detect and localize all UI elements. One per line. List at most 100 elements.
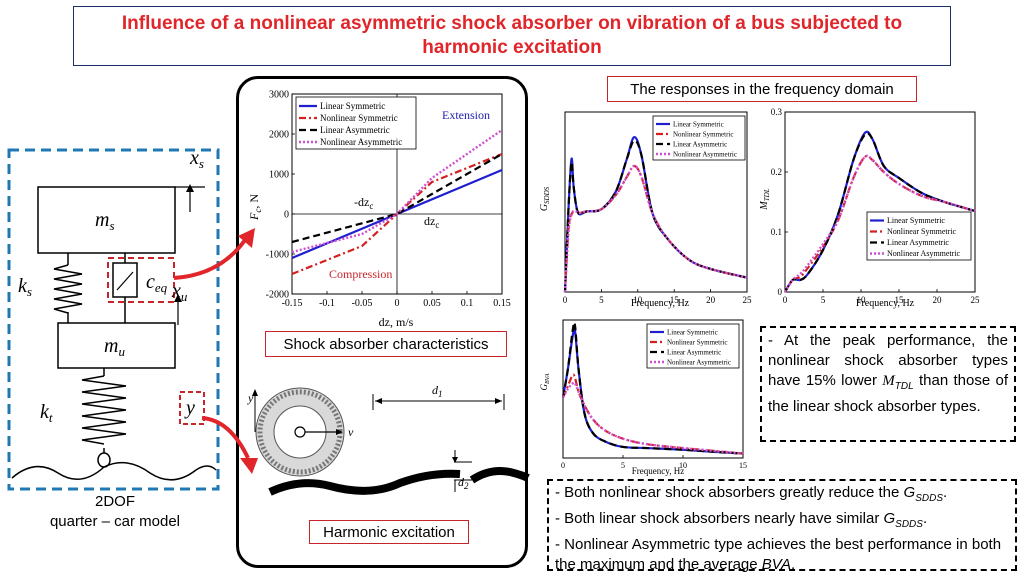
shock-x-tick-label: -0.1: [319, 298, 335, 309]
sprung-mass-box: [37, 186, 176, 254]
model-caption: 2DOF quarter – car model: [30, 492, 200, 532]
excitation-caption-box: Harmonic excitation: [309, 520, 469, 544]
compression-label: Compression: [329, 267, 392, 281]
extension-label: Extension: [442, 108, 490, 122]
gsdds-x-tick-label: 10: [633, 295, 643, 305]
gsdds-legend-label: Nonlinear Symmetric: [673, 130, 733, 138]
gbva-x-tick-label: 15: [739, 461, 747, 470]
xs-label: xs: [189, 147, 204, 171]
mtdl-y-tick-label: 0.3: [771, 107, 783, 117]
v-label: v: [348, 425, 354, 439]
gbva-x-axis-label: Frequency, Hz: [632, 466, 684, 476]
freq-domain-caption: The responses in the frequency domain: [630, 80, 894, 98]
peak-note: - At the peak performance, the nonlinear…: [760, 326, 1016, 442]
shock-chart: -0.15 -0.1 -0.05 0 0.05 0.1 0.15 -2000 -1000 0 100…: [247, 89, 511, 329]
shock-y-tick-label: 0: [284, 209, 289, 220]
wheel-hub: [294, 426, 306, 438]
mtdl-legend-label: Linear Symmetric: [887, 216, 945, 225]
mtdl-x-tick-label: 5: [821, 295, 826, 305]
mtdl-legend-label: Nonlinear Symmetric: [887, 227, 957, 236]
ks-label: ks: [18, 275, 32, 299]
gsdds-y-axis-label: GSDDS: [539, 186, 551, 211]
gsdds-x-tick-label: 15: [670, 295, 680, 305]
xs-arrowhead: [186, 184, 194, 192]
gsdds-legend-label: Linear Symmetric: [673, 120, 724, 128]
quarter-car-diagram: ms xs ks ceq xu mu kt y: [7, 147, 220, 491]
gbva-legend-label: Nonlinear Asymmetric: [667, 358, 731, 366]
gbva-chart: 0 5 10 15 Linear Symmetric Nonlinear Symmetri…: [539, 319, 747, 476]
mtdl-x-axis-label: Frequency, Hz: [856, 298, 915, 309]
kt-label: kt: [40, 401, 53, 425]
gsdds-x-tick-label: 5: [599, 295, 604, 305]
mtdl-legend: [866, 211, 972, 261]
gbva-series-linear-asymmetric: [561, 321, 744, 455]
mtdl-x-tick-label: 15: [895, 295, 905, 305]
shock-x-tick-label: 0.05: [423, 298, 441, 309]
mtdl-series-linear-asymmetric: [784, 132, 976, 293]
excitation-diagram: y v d1 d2: [247, 383, 530, 496]
summary-item-2: - Both linear shock absorbers nearly hav…: [555, 510, 928, 530]
mtdl-x-tick-label: 20: [933, 295, 943, 305]
page-title-box: Influence of a nonlinear asymmetric shoc…: [73, 6, 951, 66]
mtdl-legend-label: Nonlinear Asymmetric: [887, 249, 961, 258]
shock-series-linear-asymmetric: [291, 153, 503, 244]
unsprung-mass-box: [57, 322, 176, 369]
gbva-legend-label: Nonlinear Symmetric: [667, 338, 727, 346]
peak-note-subscript: TDL: [894, 381, 914, 392]
shock-legend-label: Linear Symmetric: [320, 101, 385, 111]
shock-caption: Shock absorber characteristics: [283, 335, 489, 353]
shock-x-tick-label: 0: [395, 298, 400, 309]
gbva-y-axis-label: GBVA: [539, 373, 551, 390]
shock-series-nonlinear-asymmetric: [291, 129, 503, 254]
shock-legend-label: Nonlinear Symmetric: [320, 113, 398, 123]
shock-x-tick-label: 0.15: [493, 298, 511, 309]
mtdl-series-nonlinear-asymmetric: [783, 154, 976, 293]
gsdds-legend-label: Linear Asymmetric: [673, 140, 727, 148]
mtdl-x-tick-label: 25: [971, 295, 981, 305]
shock-x-axis-label: dz, m/s: [379, 315, 414, 329]
gsdds-x-axis-label: Frequency, Hz: [631, 298, 690, 309]
gbva-legend-label: Linear Asymmetric: [667, 348, 721, 356]
road-profile: [11, 461, 217, 481]
shock-y-axis-label: Fc, N: [247, 194, 263, 221]
damper-highlight: [107, 257, 175, 303]
suspension-spring: [53, 264, 83, 314]
gbva-legend-label: Linear Symmetric: [667, 328, 718, 336]
y-label: y: [184, 397, 195, 419]
gbva-x-tick-label: 5: [621, 461, 625, 470]
mtdl-chart: 0 5 10 15 20 25 0 0.1 0.2 0.3 Linear Symmetric Nonl…: [759, 107, 981, 309]
center-panel: [236, 76, 528, 568]
d2-label: d2: [458, 475, 469, 491]
mtdl-y-tick-label: 0: [778, 287, 783, 297]
mtdl-y-tick-label: 0.2: [771, 167, 782, 177]
shock-legend-label: Nonlinear Asymmetric: [320, 137, 402, 147]
shock-y-tick-label: -1000: [266, 249, 289, 260]
shock-y-tick-label: -2000: [266, 289, 289, 300]
mu-label: mu: [104, 335, 125, 359]
summary-item-3: - Nonlinear Asymmetric type achieves the…: [555, 536, 1002, 573]
damper-body: [112, 262, 138, 298]
shock-x-tick-label: 0.1: [461, 298, 474, 309]
freq-domain-caption-box: The responses in the frequency domain: [607, 76, 917, 102]
gbva-x-tick-label: 0: [561, 461, 565, 470]
ceq-label: ceq: [146, 271, 168, 295]
tire-spring: [81, 375, 127, 445]
exc-y-label: y: [247, 391, 254, 405]
shock-x-tick-label: -0.05: [352, 298, 373, 309]
model-caption-line1: 2DOF: [94, 493, 135, 510]
pos-dz-label: dzc: [424, 214, 439, 230]
model-caption-line2: quarter – car model: [49, 513, 181, 530]
mtdl-x-tick-label: 10: [857, 295, 867, 305]
gsdds-x-tick-label: 20: [706, 295, 716, 305]
shock-legend-label: Linear Asymmetric: [320, 125, 390, 135]
gsdds-x-tick-label: 0: [563, 295, 568, 305]
neg-dz-label: -dzc: [354, 195, 373, 211]
model-dashed-frame: [7, 148, 220, 491]
shock-x-tick-label: -0.15: [282, 298, 303, 309]
page-title: Influence of a nonlinear asymmetric shoc…: [121, 13, 903, 58]
gbva-series-nonlinear-asymmetric: [561, 381, 744, 455]
d1-label: d1: [432, 383, 443, 399]
ms-label: ms: [95, 209, 115, 233]
mtdl-x-tick-label: 0: [783, 295, 788, 305]
gsdds-chart: 0 5 10 15 20 25 Linear Symmetric Nonlinear Symm…: [539, 111, 752, 309]
